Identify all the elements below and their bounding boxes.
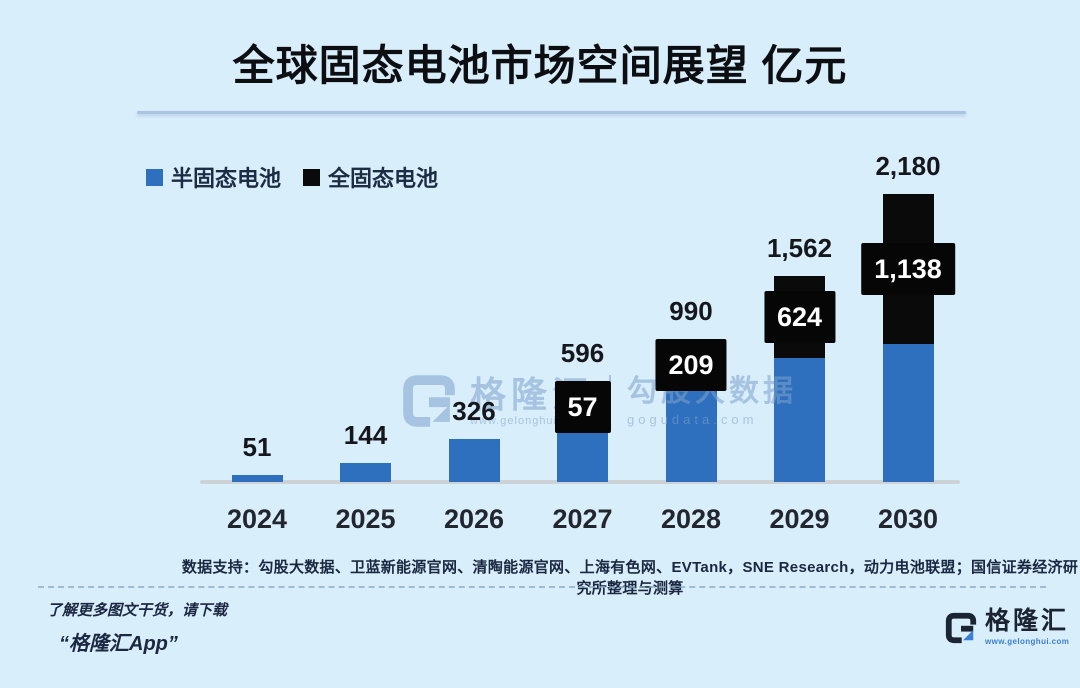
- footer-promo: 了解更多图文干货，请下载 “格隆汇App”: [47, 599, 227, 656]
- legend-item-semi-solid: 半固态电池: [146, 161, 281, 193]
- x-axis-label: 2025: [335, 504, 396, 534]
- footer-logo-text-block: 格隆汇 www.gelonghui.com: [985, 607, 1070, 647]
- segment-value-label: 1,138: [861, 243, 955, 296]
- bar-segment-semi-solid: [882, 344, 934, 482]
- x-axis-label: 2028: [660, 504, 722, 534]
- legend-swatch-black-icon: [303, 168, 321, 186]
- bar-segment-semi-solid: [231, 475, 283, 482]
- legend-label-all-solid: 全固态电池: [328, 166, 439, 191]
- chart-legend: 半固态电池 全固态电池: [146, 161, 438, 193]
- legend-item-all-solid: 全固态电池: [303, 161, 438, 193]
- title-divider: [137, 111, 966, 114]
- x-axis-label: 2027: [552, 504, 613, 534]
- total-value-label: 2,180: [875, 151, 941, 182]
- total-value-label: 596: [560, 338, 605, 369]
- footer-logo-name: 格隆汇: [985, 607, 1070, 635]
- segment-value-label: 209: [655, 339, 727, 392]
- x-axis-label: 2029: [769, 504, 830, 534]
- x-axis-label: 2026: [443, 504, 505, 534]
- footer-logo: 格隆汇 www.gelonghui.com: [944, 609, 1069, 646]
- bar-segment-semi-solid: [665, 378, 717, 482]
- legend-label-semi-solid: 半固态电池: [171, 166, 282, 191]
- total-value-label: 990: [669, 296, 713, 327]
- legend-swatch-blue-icon: [146, 168, 163, 186]
- gelonghui-logo-icon: [945, 612, 977, 643]
- x-axis-label: 2024: [226, 504, 288, 534]
- segment-value-label: 57: [554, 381, 611, 434]
- total-value-label: 51: [242, 432, 272, 463]
- bar-segment-semi-solid: [774, 358, 825, 482]
- footer-promo-line2: “格隆汇App”: [59, 633, 178, 655]
- total-value-label: 326: [452, 395, 496, 426]
- segment-value-label: 624: [763, 291, 836, 343]
- total-value-label: 1,562: [766, 232, 833, 263]
- data-source-note: 数据支持：勾股大数据、卫蓝新能源官网、清陶能源官网、上海有色网、EVTank，S…: [181, 559, 1079, 597]
- bar-segment-semi-solid: [340, 463, 391, 482]
- total-value-label: 144: [343, 420, 388, 450]
- chart-title: 全球固态电池市场空间展望 亿元: [232, 42, 848, 89]
- footer-divider: [38, 586, 1046, 588]
- x-axis-label: 2030: [877, 504, 939, 534]
- footer-logo-url: www.gelonghui.com: [985, 637, 1070, 646]
- bar-segment-semi-solid: [448, 438, 500, 482]
- footer-promo-line1: 了解更多图文干货，请下载: [47, 602, 228, 619]
- x-axis-line: [200, 480, 960, 484]
